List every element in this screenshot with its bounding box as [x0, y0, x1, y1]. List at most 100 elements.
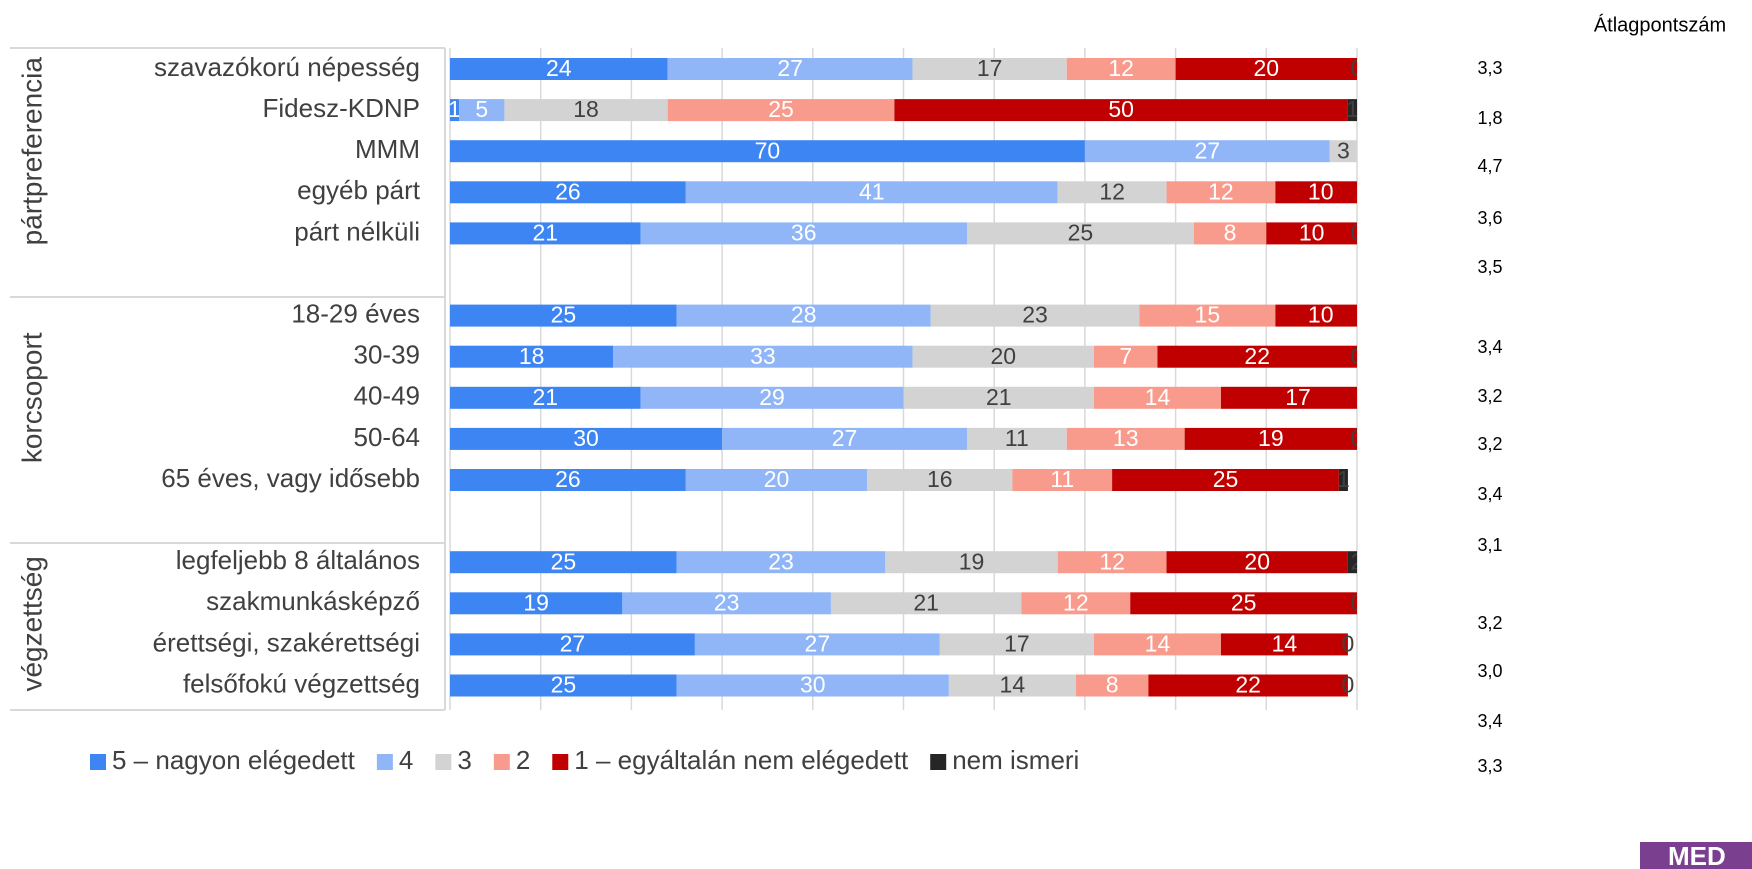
bar-segment	[459, 99, 505, 122]
data-label: 21	[913, 589, 939, 615]
data-label: 25	[1068, 219, 1094, 245]
data-label: 25	[1213, 466, 1239, 492]
bar-segment	[1266, 222, 1357, 245]
data-label: 27	[1195, 137, 1221, 163]
data-label: 0	[1369, 384, 1382, 410]
category-label: párt nélküli	[294, 216, 420, 246]
bar-segment	[613, 345, 913, 368]
bar-segment	[450, 304, 677, 327]
data-label: 30	[800, 672, 826, 698]
bar-segment	[676, 551, 886, 574]
data-label: 28	[791, 302, 817, 328]
bar-segment	[450, 140, 1085, 163]
data-label: 1	[448, 96, 461, 122]
bar-segment	[1193, 222, 1267, 245]
data-label: 19	[1258, 425, 1284, 451]
average-value: 3,4	[1477, 711, 1502, 731]
data-label: 22	[1244, 343, 1270, 369]
data-label: 25	[551, 672, 577, 698]
bar-segment	[1139, 304, 1276, 327]
bar-segment	[685, 181, 1058, 204]
data-label: 33	[750, 343, 776, 369]
bar-segment	[1338, 469, 1348, 491]
bar-segment	[830, 592, 1022, 615]
bar-segment	[667, 58, 913, 80]
bar-segment	[450, 99, 460, 122]
data-label: 14	[1145, 630, 1171, 656]
data-label: 22	[1235, 672, 1261, 698]
bar-segment	[1093, 633, 1221, 656]
legend-label: 2	[516, 745, 530, 775]
bar-segment	[966, 427, 1067, 450]
plot: 24 27 17 12 20 01 5 18 25 50 170 27 326 41 12 12 10 021 36…	[448, 55, 1382, 698]
bar-segment	[450, 674, 677, 697]
bar-segment	[622, 592, 831, 615]
bar-segment	[1012, 469, 1113, 491]
data-label: 0	[1351, 219, 1364, 245]
data-label: 25	[768, 96, 794, 122]
data-label: 29	[759, 384, 785, 410]
bar-segment	[450, 469, 686, 491]
bar-segment	[450, 58, 668, 80]
bar-segment	[1093, 345, 1158, 368]
category-label: szakmunkásképző	[206, 586, 420, 616]
data-label: 23	[1022, 302, 1048, 328]
bar-segment	[1347, 99, 1357, 122]
legend-label: 4	[399, 745, 413, 775]
average-value: 3,2	[1477, 386, 1502, 406]
data-label: 7	[1119, 343, 1132, 369]
data-label: 36	[791, 219, 817, 245]
bar-segment	[694, 633, 940, 656]
group-box	[10, 47, 446, 711]
bar-segment	[966, 222, 1194, 245]
bar-segment	[685, 469, 868, 491]
data-label: 27	[777, 55, 803, 81]
data-label: 19	[523, 589, 549, 615]
category-label: 30-39	[354, 340, 421, 370]
data-label: 70	[755, 137, 781, 163]
data-label: 21	[532, 384, 558, 410]
bar-segment	[1021, 592, 1131, 615]
group-label: pártpreferencia	[16, 57, 47, 246]
average-value: 3,4	[1477, 484, 1502, 504]
data-label: 0	[1360, 302, 1373, 328]
data-label: 50	[1108, 96, 1134, 122]
average-value: 4,7	[1477, 156, 1502, 176]
data-label: 13	[1113, 425, 1139, 451]
data-label: 0	[1351, 425, 1364, 451]
bar-segment	[640, 222, 967, 245]
legend-swatch	[552, 754, 569, 770]
bar-segment	[1157, 345, 1357, 368]
data-label: 5	[475, 96, 488, 122]
group-label: végzettség	[16, 556, 47, 691]
bar-segment	[903, 386, 1094, 409]
bar-segment	[450, 592, 623, 615]
category-label: legfeljebb 8 általános	[176, 545, 420, 575]
bar-segment	[930, 304, 1140, 327]
average-value: 3,5	[1477, 257, 1502, 277]
average-value: 1,8	[1477, 108, 1502, 128]
data-label: 25	[551, 548, 577, 574]
data-label: 27	[832, 425, 858, 451]
bar-segment	[1084, 140, 1330, 163]
data-label: 14	[1145, 384, 1171, 410]
bar-segment	[1275, 304, 1357, 327]
data-label: 26	[555, 178, 581, 204]
data-label: 12	[1108, 55, 1134, 81]
data-label: 10	[1299, 219, 1325, 245]
bar-segment	[1275, 181, 1357, 204]
data-label: 12	[1099, 178, 1125, 204]
data-label: 18	[519, 343, 545, 369]
data-label: 15	[1195, 302, 1221, 328]
bar-segment	[450, 222, 641, 245]
data-label: 17	[977, 55, 1003, 81]
average-value: 3,4	[1477, 337, 1502, 357]
data-label: 11	[1005, 425, 1029, 451]
data-label: 0	[1342, 672, 1355, 698]
bar-segment	[450, 633, 695, 656]
bar-segment	[450, 551, 677, 574]
group-label: korcsoport	[16, 332, 47, 463]
bar-segment	[1220, 386, 1357, 409]
data-label: 0	[1351, 343, 1364, 369]
